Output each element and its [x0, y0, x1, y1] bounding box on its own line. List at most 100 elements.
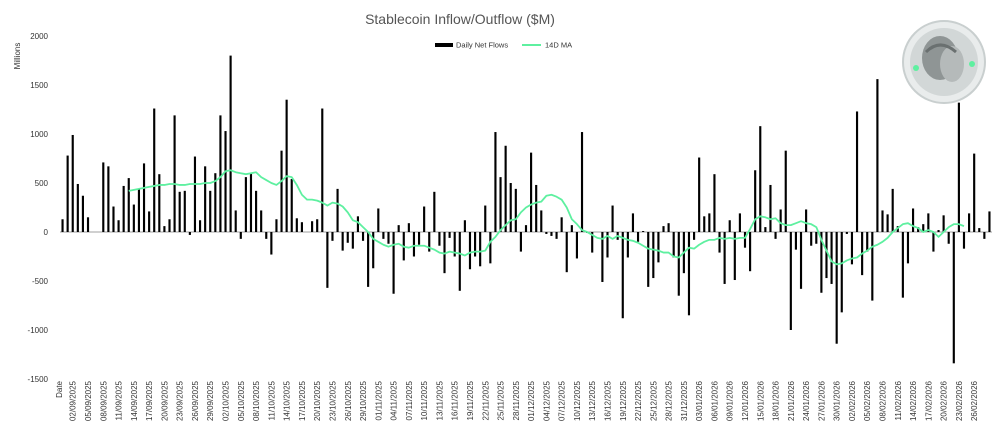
bar [168, 219, 171, 232]
bar [188, 232, 191, 235]
bar [886, 214, 889, 232]
y-tick-label: 2000 [30, 32, 48, 41]
x-tick-label: 13/12/2025 [588, 380, 597, 421]
x-tick-label: 14/10/2025 [283, 380, 292, 421]
y-tick-label: -1000 [28, 326, 49, 335]
bar [198, 220, 202, 232]
bar [132, 204, 135, 232]
x-tick-label: 11/10/2025 [267, 380, 276, 420]
x-tick-label: 06/01/2026 [710, 380, 719, 421]
bar [127, 178, 130, 232]
bar [433, 191, 436, 232]
bar [917, 227, 920, 232]
bar [611, 205, 614, 232]
bar [255, 190, 258, 232]
bar [81, 195, 84, 232]
bar [743, 232, 747, 248]
bar [835, 232, 838, 344]
bar [932, 232, 935, 252]
y-tick-label: 500 [35, 179, 49, 188]
bar [738, 213, 741, 232]
bar [448, 232, 451, 238]
bar [952, 232, 955, 364]
x-tick-label: 25/11/2025 [497, 380, 506, 420]
bar [229, 55, 232, 232]
x-tick-label: 20/09/2025 [160, 380, 169, 421]
ma-series [128, 169, 965, 266]
bar [153, 108, 156, 232]
bar [474, 232, 477, 257]
bar [667, 223, 670, 232]
bar [973, 153, 976, 232]
bar [805, 209, 808, 232]
bar [784, 150, 787, 232]
legend: Daily Net Flows 14D MA [435, 41, 572, 50]
x-tick-label: 23/09/2025 [176, 380, 185, 421]
bar [957, 102, 960, 232]
x-tick-label: 08/02/2026 [879, 380, 888, 421]
x-tick-label: 04/11/2025 [390, 380, 399, 420]
bar [825, 232, 828, 279]
legend-swatch-daily-net-flows [435, 43, 453, 47]
bar [336, 188, 339, 232]
x-tick-label: 10/12/2025 [573, 380, 582, 421]
bar [855, 111, 859, 232]
bar [555, 232, 558, 239]
x-tick-label: 26/02/2026 [970, 380, 979, 421]
bar [937, 230, 940, 232]
bar [239, 232, 242, 239]
x-tick-label: 26/10/2025 [344, 380, 353, 421]
bar [382, 232, 385, 239]
legend-label-daily-net-flows: Daily Net Flows [456, 41, 508, 50]
bar [61, 219, 64, 232]
x-tick-label: 10/11/2025 [420, 380, 429, 420]
bar [458, 232, 461, 291]
bar [265, 232, 268, 239]
x-tick-label: 11/02/2026 [894, 380, 903, 420]
bar [443, 232, 446, 274]
x-tick-label: 02/10/2025 [222, 380, 231, 421]
bar [137, 188, 141, 232]
bar [601, 232, 604, 282]
bar [606, 232, 609, 258]
bar [789, 232, 792, 330]
bar [728, 220, 731, 232]
x-tick-label: 22/12/2025 [634, 380, 643, 421]
bar [749, 232, 752, 272]
bar [779, 209, 782, 232]
bar [968, 213, 971, 232]
legend-label-14d-ma: 14D MA [545, 41, 572, 50]
x-tick-label: 02/02/2026 [848, 380, 857, 421]
bar [840, 232, 843, 313]
x-tick-label: 23/02/2026 [955, 380, 964, 421]
bar [947, 232, 950, 244]
bar [367, 232, 370, 287]
bar [774, 232, 777, 239]
y-axis-ticks: 2000 1500 1000 500 0 -500 -1000 -1500 [28, 32, 49, 384]
bar [626, 232, 629, 258]
bar [830, 232, 833, 284]
x-tick-label: 11/09/2025 [115, 380, 124, 420]
watermark-logo [902, 20, 986, 104]
bar [983, 232, 986, 239]
bar [377, 208, 380, 232]
x-tick-label: 09/01/2026 [726, 380, 735, 421]
x-tick-label: 17/02/2026 [924, 380, 933, 421]
x-tick-label: 30/01/2026 [833, 380, 842, 421]
x-tick-label: 08/09/2025 [99, 380, 108, 421]
x-tick-label: 05/10/2025 [237, 380, 246, 421]
bar [647, 232, 650, 287]
y-tick-label: 1500 [30, 81, 48, 90]
bar [764, 227, 767, 232]
bar [698, 157, 701, 232]
bar [423, 206, 426, 232]
bar [321, 108, 324, 232]
bar [942, 215, 945, 232]
bar [428, 232, 431, 252]
x-tick-label: 16/11/2025 [451, 380, 460, 420]
bar [810, 232, 813, 246]
bar [102, 162, 105, 232]
x-tick-label: 05/09/2025 [84, 380, 93, 421]
y-axis-label: Millions [13, 43, 22, 70]
bar [173, 115, 176, 232]
